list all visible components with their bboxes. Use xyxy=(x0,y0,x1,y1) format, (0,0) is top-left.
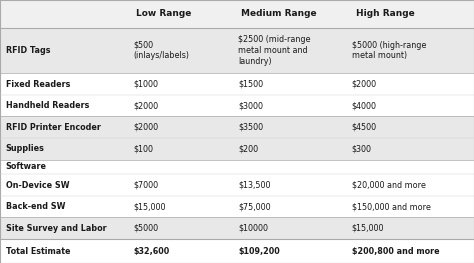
Text: $150,000 and more: $150,000 and more xyxy=(352,202,430,211)
Bar xyxy=(0,160,474,218)
Text: $3500: $3500 xyxy=(238,123,263,132)
Text: $15,000: $15,000 xyxy=(134,202,166,211)
Text: High Range: High Range xyxy=(356,9,415,18)
Text: Site Survey and Labor: Site Survey and Labor xyxy=(6,224,106,233)
Text: $2000: $2000 xyxy=(134,123,159,132)
Text: $200: $200 xyxy=(238,144,258,153)
Text: Fixed Readers: Fixed Readers xyxy=(6,80,70,89)
Bar xyxy=(0,28,474,73)
Text: $109,200: $109,200 xyxy=(238,246,280,256)
Text: $3000: $3000 xyxy=(238,101,263,110)
Text: Supplies: Supplies xyxy=(6,144,45,153)
Bar xyxy=(0,218,474,239)
Text: $1000: $1000 xyxy=(134,80,159,89)
Text: $7000: $7000 xyxy=(134,181,159,190)
Text: $32,600: $32,600 xyxy=(134,246,170,256)
Text: $300: $300 xyxy=(352,144,372,153)
Text: Total Estimate: Total Estimate xyxy=(6,246,70,256)
Text: $100: $100 xyxy=(134,144,154,153)
Text: Medium Range: Medium Range xyxy=(241,9,317,18)
Text: $500
(inlays/labels): $500 (inlays/labels) xyxy=(134,41,190,60)
Text: $5000 (high-range
metal mount): $5000 (high-range metal mount) xyxy=(352,41,426,60)
Text: $10000: $10000 xyxy=(238,224,268,233)
Bar xyxy=(0,73,474,117)
Text: $4500: $4500 xyxy=(352,123,377,132)
Text: $2000: $2000 xyxy=(352,80,377,89)
Bar xyxy=(0,0,474,28)
Bar xyxy=(0,117,474,160)
Text: Handheld Readers: Handheld Readers xyxy=(6,101,89,110)
Text: $1500: $1500 xyxy=(238,80,263,89)
Text: $5000: $5000 xyxy=(134,224,159,233)
Text: $13,500: $13,500 xyxy=(238,181,271,190)
Text: $2000: $2000 xyxy=(134,101,159,110)
Text: $2500 (mid-range
metal mount and
laundry): $2500 (mid-range metal mount and laundry… xyxy=(238,35,310,66)
Text: RFID Tags: RFID Tags xyxy=(6,46,50,55)
Text: $200,800 and more: $200,800 and more xyxy=(352,246,439,256)
Text: $20,000 and more: $20,000 and more xyxy=(352,181,426,190)
Text: RFID Printer Encoder: RFID Printer Encoder xyxy=(6,123,100,132)
Text: $4000: $4000 xyxy=(352,101,377,110)
Text: Software: Software xyxy=(6,163,46,171)
Text: $75,000: $75,000 xyxy=(238,202,271,211)
Text: On-Device SW: On-Device SW xyxy=(6,181,69,190)
Text: Low Range: Low Range xyxy=(137,9,191,18)
Text: $15,000: $15,000 xyxy=(352,224,384,233)
Text: Back-end SW: Back-end SW xyxy=(6,202,65,211)
Bar xyxy=(0,239,474,263)
